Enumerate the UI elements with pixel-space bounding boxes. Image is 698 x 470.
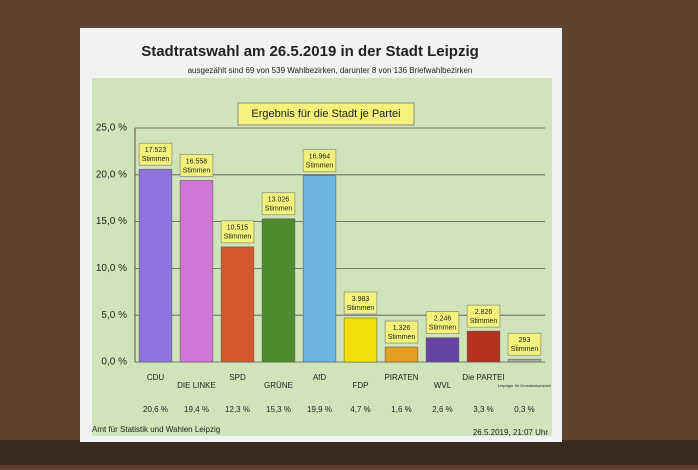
- vote-box: [220, 220, 255, 244]
- vote-count: 10.515: [227, 225, 249, 232]
- vote-unit: Stimmen: [183, 167, 211, 174]
- bar: [384, 346, 419, 363]
- wall-bottom: [0, 440, 698, 465]
- footer-left: Amt für Statistik und Wahlen Leipzig: [92, 425, 220, 434]
- x-tick-label: Die PARTEI: [462, 373, 504, 382]
- x-tick-label: WVL: [434, 381, 452, 390]
- vote-count: 3.983: [352, 296, 370, 303]
- vote-count: 2.826: [475, 309, 493, 316]
- vote-unit: Stimmen: [347, 305, 375, 312]
- value-label: 4,7 %: [350, 405, 370, 414]
- vote-box: [425, 311, 460, 334]
- value-label: 0,3 %: [514, 405, 534, 414]
- vote-count: 16.558: [186, 158, 208, 165]
- vote-unit: Stimmen: [224, 234, 252, 241]
- vote-unit: Stimmen: [142, 156, 170, 163]
- bar: [138, 168, 173, 363]
- x-tick-label: Leipziger für Grundeinkommen: [498, 383, 551, 388]
- vote-box: [179, 154, 214, 177]
- x-tick-label: FDP: [353, 381, 369, 390]
- y-tick-label: 0,0 %: [101, 357, 127, 368]
- value-label: 2,6 %: [432, 405, 452, 414]
- vote-box: [302, 149, 337, 173]
- value-label: 12,3 %: [225, 405, 250, 414]
- vote-count: 17.523: [145, 147, 167, 154]
- x-tick-label: AfD: [313, 373, 327, 382]
- value-label: 19,9 %: [307, 405, 332, 414]
- x-tick-label: SPD: [229, 373, 246, 382]
- y-tick-label: 25,0 %: [96, 123, 127, 134]
- chart-subtitle: ausgezählt sind 69 von 539 Wahlbezirken,…: [188, 66, 473, 75]
- vote-unit: Stimmen: [470, 318, 498, 325]
- y-tick-label: 20,0 %: [96, 169, 127, 180]
- x-tick-label: DIE LINKE: [177, 381, 216, 390]
- chart-title: Stadtratswahl am 26.5.2019 in der Stadt …: [141, 43, 479, 60]
- bar: [261, 218, 296, 363]
- x-tick-label: GRÜNE: [264, 381, 293, 390]
- y-tick-label: 10,0 %: [96, 263, 127, 274]
- footer-right: 26.5.2019, 21:07 Uhr: [473, 428, 549, 437]
- panel-title: Ergebnis für die Stadt je Partei: [251, 108, 400, 120]
- bar: [302, 175, 337, 363]
- value-label: 19,4 %: [184, 405, 209, 414]
- vote-box: [343, 291, 378, 315]
- vote-count: 13.026: [268, 197, 290, 204]
- bar: [179, 180, 214, 363]
- vote-unit: Stimmen: [306, 163, 334, 170]
- bar: [466, 330, 501, 363]
- vote-count: 16.964: [309, 154, 331, 161]
- y-tick-label: 15,0 %: [96, 216, 127, 227]
- vote-unit: Stimmen: [388, 334, 416, 341]
- bar: [507, 358, 542, 363]
- vote-box: [507, 332, 542, 356]
- vote-count: 1.326: [393, 325, 411, 332]
- vote-box: [384, 320, 419, 344]
- value-label: 15,3 %: [266, 405, 291, 414]
- vote-count: 2.246: [434, 316, 452, 323]
- vote-box: [466, 304, 501, 328]
- value-label: 20,6 %: [143, 405, 168, 414]
- vote-count: 293: [519, 337, 531, 344]
- value-label: 3,3 %: [473, 405, 493, 414]
- value-label: 1,6 %: [391, 405, 411, 414]
- vote-unit: Stimmen: [265, 206, 293, 213]
- y-tick-label: 5,0 %: [101, 310, 127, 321]
- vote-box: [138, 142, 173, 166]
- vote-unit: Stimmen: [511, 346, 539, 353]
- bar: [343, 317, 378, 363]
- vote-box: [261, 192, 296, 216]
- x-tick-label: PIRATEN: [384, 373, 418, 382]
- vote-unit: Stimmen: [429, 325, 457, 332]
- bar: [220, 246, 255, 363]
- bar: [425, 337, 460, 363]
- panel-title-box: [237, 102, 415, 126]
- x-tick-label: CDU: [147, 373, 165, 382]
